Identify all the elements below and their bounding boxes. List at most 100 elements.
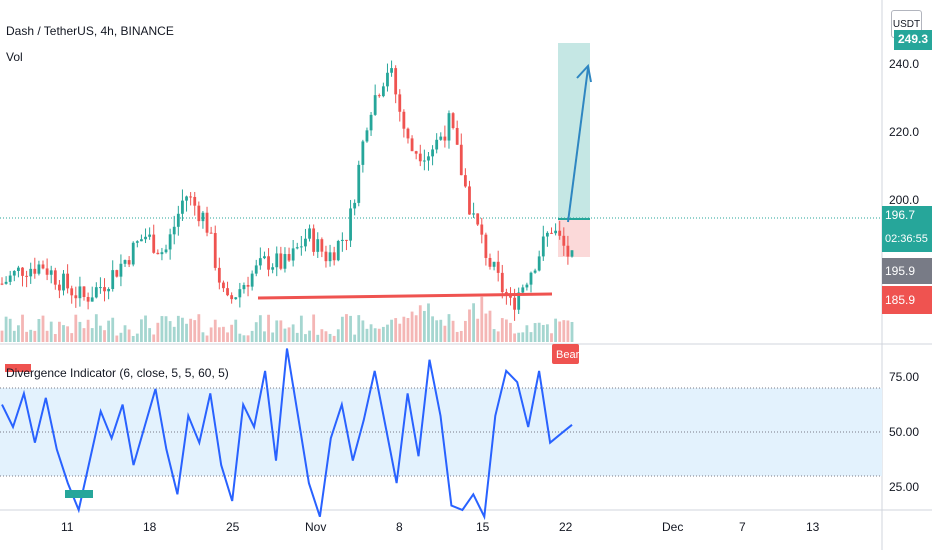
volume-bar [17,325,20,342]
candle-body [275,253,279,268]
volume-bar [353,334,357,342]
oscillator-line[interactable] [1,348,573,521]
volume-bar [390,319,393,342]
volume-bar [213,319,217,342]
volume-bar [328,333,332,342]
support-trendline[interactable] [257,292,553,300]
volume-bar [62,325,65,342]
volume-bar [74,314,78,342]
volume-bar [58,321,61,342]
target-zone[interactable] [558,43,590,219]
candle-body [308,228,311,239]
candle-body [386,72,389,87]
candle-body [267,256,270,270]
candle-body [418,153,422,162]
candle-body [381,86,385,97]
volume-bar [127,329,131,342]
time-tick-7: 7 [739,520,746,534]
candle-body [533,270,537,273]
volume-bar [4,316,8,342]
price-candles[interactable] [0,60,574,321]
price-tick-200: 200.0 [889,193,919,207]
volume-bar [45,330,49,342]
candle-body [41,264,45,269]
volume-bar [99,325,102,342]
candle-body [558,230,562,236]
last-price-tag: 196.7 [882,206,932,226]
volume-bar [152,334,156,342]
candle-body [377,95,381,97]
volume-bar [53,334,57,342]
volume-bar [451,320,455,342]
indicator-title[interactable]: Divergence Indicator (6, close, 5, 5, 60… [6,366,229,380]
volume-bar [537,322,541,342]
candle-body [185,196,188,201]
candle-body [541,236,545,257]
candle-body [152,234,156,253]
candle-body [496,261,500,273]
volume-bar [8,318,12,342]
volume-bar [435,320,439,342]
candle-body [365,130,369,142]
projection-arrow[interactable] [567,67,589,223]
candle-body [37,264,41,274]
time-tick-22: 22 [559,520,573,534]
volume-bar [402,316,406,342]
candle-body [316,239,320,252]
volume-bar [365,328,369,342]
candle-body [181,200,184,214]
candle-body [140,239,143,242]
candle-body [513,297,516,310]
volume-bar [320,329,324,342]
candle-body [17,267,20,271]
projection-arrow-head [576,63,592,83]
candle-body [189,196,193,198]
volume-bar [472,303,475,342]
volume-bar [275,320,279,342]
candle-body [29,268,33,277]
candle-body [447,113,451,141]
volume-bar [197,314,201,342]
candle-body [271,267,275,270]
candle-body [562,235,566,246]
candle-body [172,226,176,235]
candle-body [201,212,205,222]
candle-body [373,95,377,115]
volume-bar [381,326,385,342]
volume-bar [349,315,352,342]
candle-body [164,249,168,253]
candle-body [222,282,225,289]
symbol-title[interactable]: Dash / TetherUS, 4h, BINANCE [6,24,174,38]
candle-body [58,284,61,291]
bull-label[interactable] [65,490,93,498]
volume-bar [230,324,234,342]
volume-bar [66,326,70,342]
candle-body [414,151,418,154]
volume-bar [12,330,16,342]
entry-price-tag: 195.9 [882,258,932,284]
volume-bar [304,334,307,342]
candle-body [291,248,295,261]
volume-bar [324,331,328,342]
volume-bar [49,321,53,342]
volume-bar [193,320,197,342]
volume-bar [373,328,377,342]
volume-bar [209,327,213,342]
volume-bar [140,319,143,342]
volume-bar [156,322,160,342]
candle-body [168,234,172,250]
candle-body [529,272,533,285]
volume-bar [242,335,246,342]
volume-bar [541,324,545,342]
volume-bar [123,325,127,342]
volume-label[interactable]: Vol [6,50,23,64]
volume-bar [111,317,115,342]
bear-label[interactable]: Bear [552,344,580,364]
candle-body [320,239,324,252]
bear-label-text: Bear [556,349,580,361]
candle-body [340,239,344,241]
volume-bar [533,323,537,342]
candle-body [45,268,49,275]
volume-bars [0,296,574,342]
